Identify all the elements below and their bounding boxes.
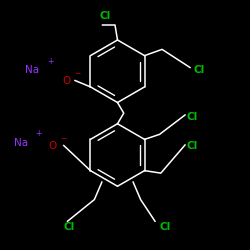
Text: Na: Na — [26, 65, 40, 75]
Text: Cl: Cl — [193, 65, 204, 75]
Text: −: − — [74, 69, 81, 78]
Text: O: O — [62, 76, 70, 86]
Text: Cl: Cl — [187, 141, 198, 151]
Text: Cl: Cl — [63, 222, 74, 232]
Text: Na: Na — [14, 138, 28, 147]
Text: +: + — [36, 129, 42, 138]
Text: Cl: Cl — [160, 222, 170, 232]
Text: Cl: Cl — [100, 11, 110, 21]
Text: Cl: Cl — [187, 112, 198, 122]
Text: O: O — [48, 141, 56, 151]
Text: +: + — [47, 57, 53, 66]
Text: −: − — [60, 134, 67, 143]
